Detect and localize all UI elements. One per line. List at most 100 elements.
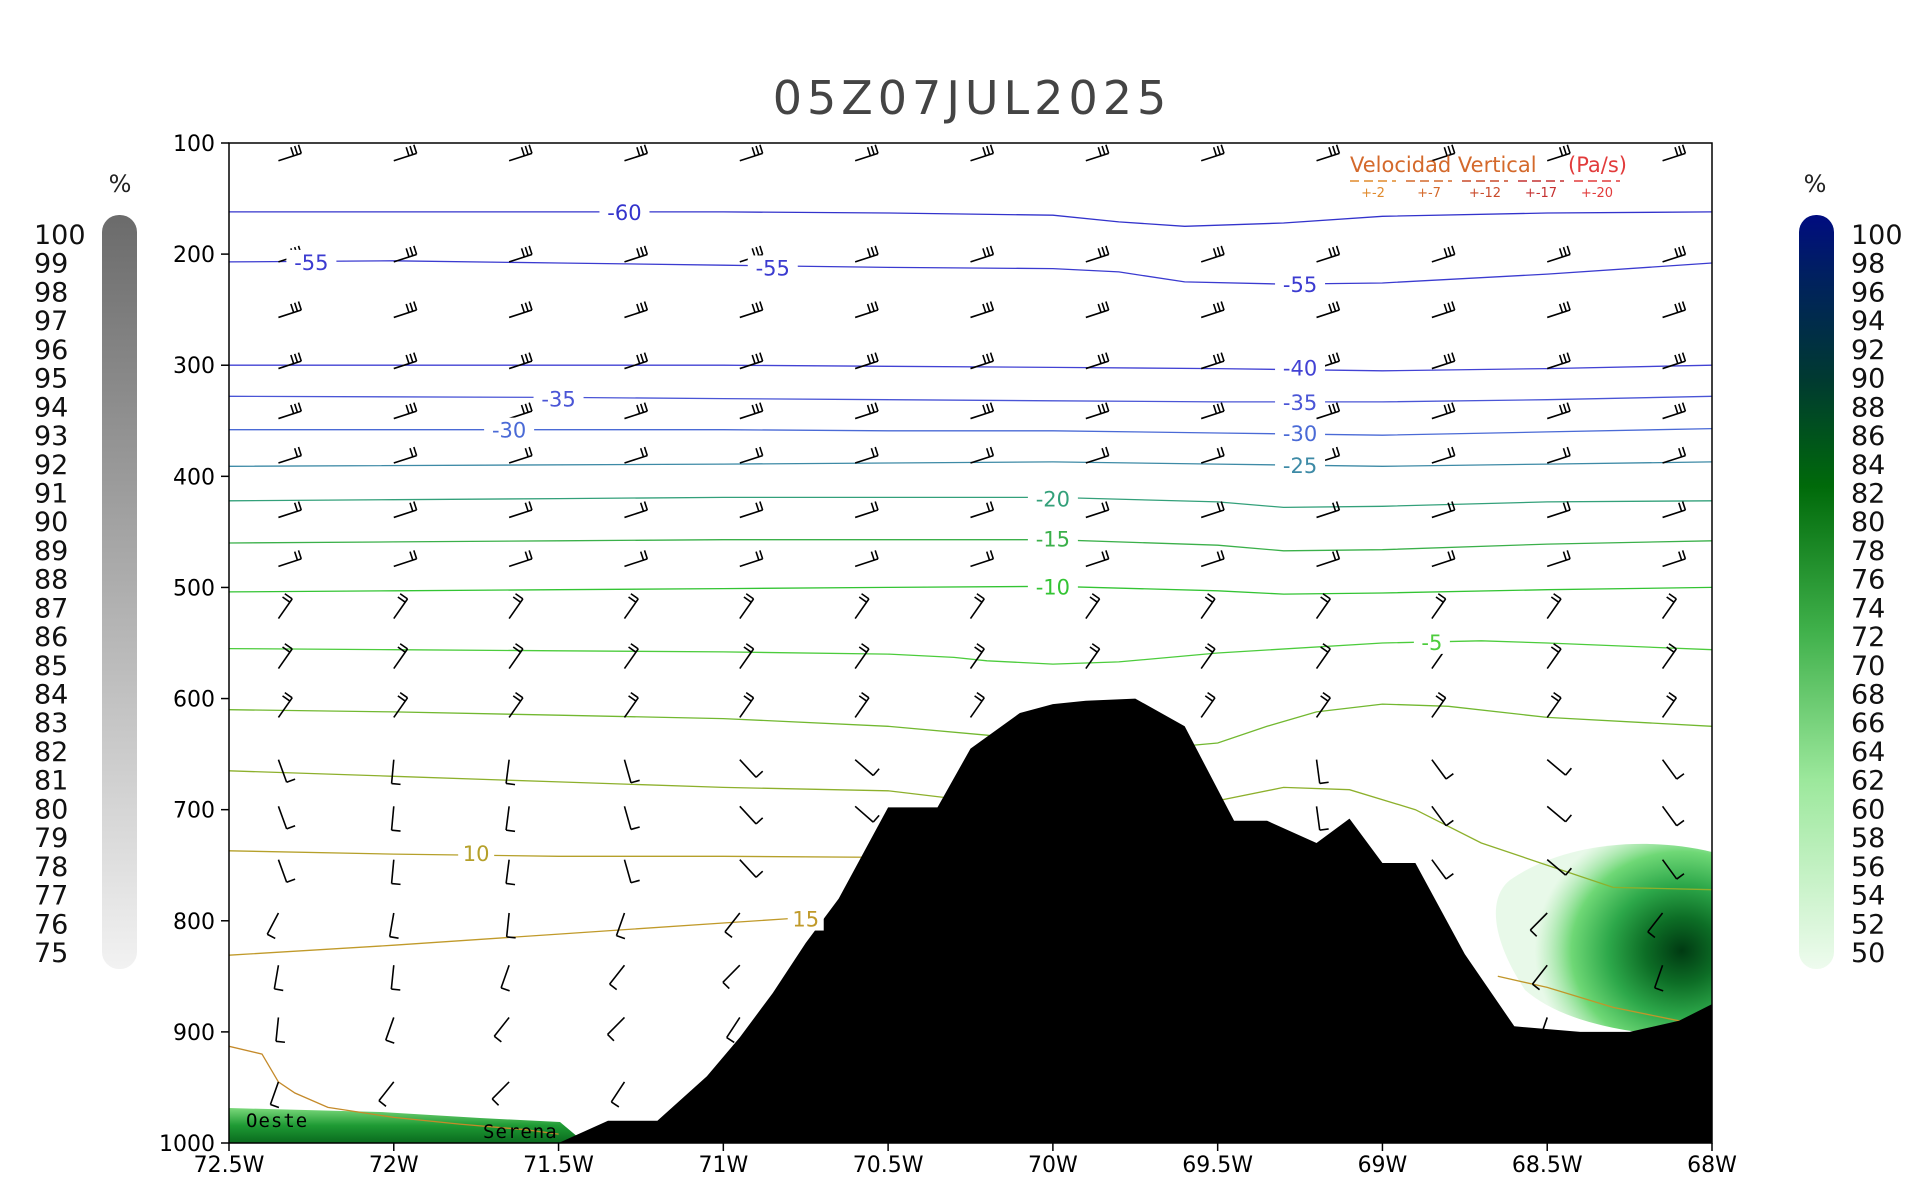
wind-barb	[393, 446, 418, 464]
isotherm-label: -35	[1283, 391, 1317, 415]
wind-barb	[1431, 144, 1456, 162]
wind-barb	[1200, 352, 1225, 370]
colorbar-label: 76	[34, 909, 68, 940]
wind-barb	[1085, 643, 1101, 670]
x-tick-label: 69.5W	[1182, 1153, 1253, 1178]
wind-barb	[277, 593, 293, 620]
colorbar-label: 82	[1851, 478, 1885, 509]
colorbar-label: 84	[34, 680, 68, 711]
wind-barb	[722, 964, 741, 990]
wind-barb	[1200, 550, 1225, 568]
colorbar-label: 83	[34, 708, 68, 739]
wind-barb	[1085, 352, 1110, 370]
wind-barb	[1546, 759, 1573, 776]
wind-barb	[508, 245, 533, 263]
colorbar-label: 56	[1851, 852, 1885, 883]
wind-barb	[277, 806, 296, 830]
wind-barb	[1662, 550, 1687, 568]
wind-barb	[854, 691, 870, 718]
isotherm-label-bg	[787, 906, 824, 931]
wind-barb	[623, 691, 639, 718]
isotherm-line	[229, 585, 1712, 595]
colorbar-label: 92	[34, 450, 68, 481]
plot-area: -60 -55 -55 -55 -40 -35 -35 -30 -30 -25 -20 -15 -10 -…	[159, 132, 1737, 1178]
isotherm-label: -30	[492, 419, 526, 443]
colorbar-label: 68	[1851, 680, 1885, 711]
wind-barb	[1200, 245, 1225, 263]
wind-barb	[1431, 402, 1456, 420]
y-tick-label: 700	[173, 799, 215, 824]
wind-barb	[1546, 643, 1562, 670]
wind-barb	[1531, 964, 1548, 991]
colorbar-label: 52	[1851, 909, 1885, 940]
wind-barb	[1653, 964, 1664, 992]
wind-barb	[624, 352, 649, 370]
y-tick-label: 300	[173, 354, 215, 379]
colorbar-label: 76	[1851, 565, 1885, 596]
isotherm-line	[229, 640, 1712, 665]
wind-barb	[1662, 402, 1687, 420]
colorbar-label: 86	[34, 622, 68, 653]
y-tick-label: 100	[173, 132, 215, 157]
wind-barb	[1431, 550, 1456, 568]
wind-barb	[1546, 446, 1571, 464]
wind-barb	[1316, 550, 1341, 568]
colorbar-label: 87	[34, 593, 68, 624]
wind-barb	[624, 301, 649, 319]
colorbar-label: 58	[1851, 823, 1885, 854]
legend-label: +-12	[1469, 186, 1501, 201]
wind-barb	[1662, 446, 1687, 464]
right-colorbar-unit: %	[1804, 170, 1827, 198]
wind-barb	[1316, 501, 1341, 519]
isotherm-label-bg	[533, 386, 584, 411]
isotherm-label: -15	[1036, 528, 1070, 552]
colorbar-label: 89	[34, 536, 68, 567]
wind-barb	[1431, 446, 1456, 464]
wind-barb	[493, 1016, 510, 1043]
x-tick-label: 72W	[369, 1153, 419, 1178]
wind-barb	[1200, 593, 1216, 620]
y-tick-label: 1000	[159, 1132, 215, 1157]
wind-barb	[854, 446, 879, 464]
wind-barb	[278, 144, 303, 162]
wind-barb	[277, 643, 293, 670]
colorbar-label: 78	[34, 852, 68, 883]
isotherm-label: 10	[463, 842, 490, 866]
wind-barb	[393, 501, 418, 519]
isotherm-label: -5	[1421, 631, 1442, 655]
wind-barb	[1315, 593, 1331, 620]
wind-barb	[491, 1081, 510, 1106]
chart-title: 05Z07JUL2025	[773, 71, 1172, 125]
wind-barb	[393, 402, 418, 420]
y-tick-label: 900	[173, 1021, 215, 1046]
wind-barb	[1647, 912, 1664, 939]
wind-barb	[854, 245, 879, 263]
place-label-oeste: Oeste	[246, 1110, 308, 1132]
isotherm-label: -55	[294, 251, 328, 275]
isotherm-label: -30	[1283, 422, 1317, 446]
wind-barb	[1661, 759, 1685, 780]
wind-barb	[505, 806, 516, 833]
colorbar-label: 77	[34, 881, 68, 912]
wind-barb	[1315, 806, 1329, 831]
wind-barb	[739, 550, 764, 568]
y-tick-label: 600	[173, 688, 215, 713]
isotherm-line	[229, 539, 1712, 552]
colorbar-label: 86	[1851, 421, 1885, 452]
wind-barb	[266, 912, 280, 940]
wind-barb	[1085, 550, 1110, 568]
wind-barb	[1546, 301, 1571, 319]
legend-label: +-20	[1581, 186, 1613, 201]
wind-barb	[500, 964, 510, 992]
wind-barb	[854, 550, 879, 568]
wind-barb	[378, 1081, 395, 1107]
wind-barb	[854, 501, 879, 519]
colorbar-label: 78	[1851, 536, 1885, 567]
wind-barb	[1200, 446, 1225, 464]
wind-barb	[278, 301, 303, 319]
isotherm-label: -35	[541, 388, 575, 412]
isotherm-label-bg	[1275, 453, 1326, 478]
isotherm-label-bg	[747, 255, 798, 280]
wind-barb	[724, 912, 741, 939]
wind-barb	[277, 759, 296, 783]
